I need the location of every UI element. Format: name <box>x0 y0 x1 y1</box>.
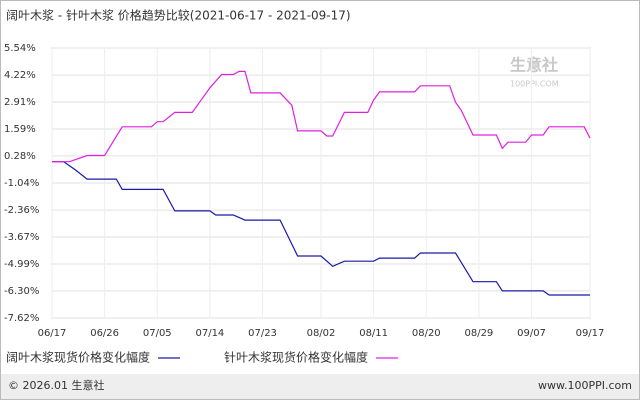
x-tick-label: 08/02 <box>307 328 336 339</box>
y-tick-label: -7.62% <box>4 313 39 324</box>
x-tick-label: 08/29 <box>464 328 493 339</box>
x-tick-label: 09/07 <box>517 328 546 339</box>
y-tick-label: -2.36% <box>4 205 39 216</box>
legend-label: 针叶木浆现货价格变化幅度 <box>224 350 368 365</box>
y-tick-label: -6.30% <box>4 286 39 297</box>
series-line <box>52 161 590 296</box>
footer-right: www.100PPI.com <box>538 379 632 392</box>
x-tick-label: 07/23 <box>248 328 277 339</box>
y-tick-label: 5.54% <box>4 43 36 54</box>
x-tick-label: 09/17 <box>576 328 605 339</box>
y-tick-label: -4.99% <box>4 259 39 270</box>
x-tick-label: 06/26 <box>90 328 119 339</box>
watermark-sub: 100PPI.COM <box>510 80 559 89</box>
chart-title: 阔叶木浆 - 针叶木浆 价格趋势比较(2021-06-17 - 2021-09-… <box>6 8 351 23</box>
x-tick-label: 07/05 <box>143 328 172 339</box>
footer-left: © 2026.01 生意社 <box>8 378 104 392</box>
x-tick-label: 08/20 <box>412 328 441 339</box>
y-tick-label: -3.67% <box>4 232 39 243</box>
y-tick-label: 2.91% <box>4 97 36 108</box>
y-tick-label: -1.04% <box>4 178 39 189</box>
series-line <box>52 70 591 163</box>
legend-label: 阔叶木浆现货价格变化幅度 <box>6 350 150 365</box>
footer-band <box>1 374 639 399</box>
y-tick-label: 4.22% <box>4 70 36 81</box>
watermark: 生意社 <box>510 56 558 75</box>
x-tick-label: 06/17 <box>38 328 67 339</box>
y-tick-label: 1.59% <box>4 124 36 135</box>
y-tick-label: 0.28% <box>4 151 36 162</box>
x-tick-label: 07/14 <box>195 328 224 339</box>
x-tick-label: 08/11 <box>359 328 388 339</box>
